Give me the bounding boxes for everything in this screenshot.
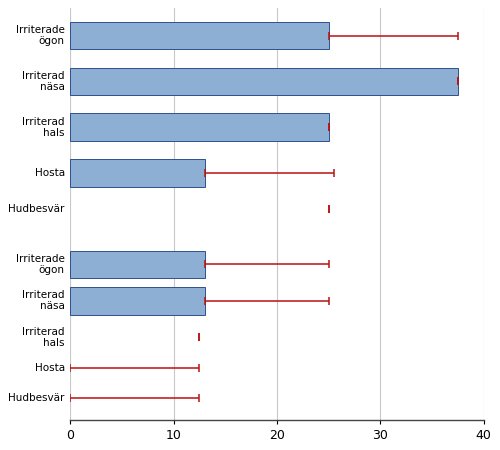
Bar	[70, 287, 204, 315]
Bar	[70, 22, 328, 50]
Bar	[70, 68, 458, 95]
Bar	[70, 113, 328, 141]
Bar	[70, 251, 204, 278]
Bar	[70, 159, 204, 187]
